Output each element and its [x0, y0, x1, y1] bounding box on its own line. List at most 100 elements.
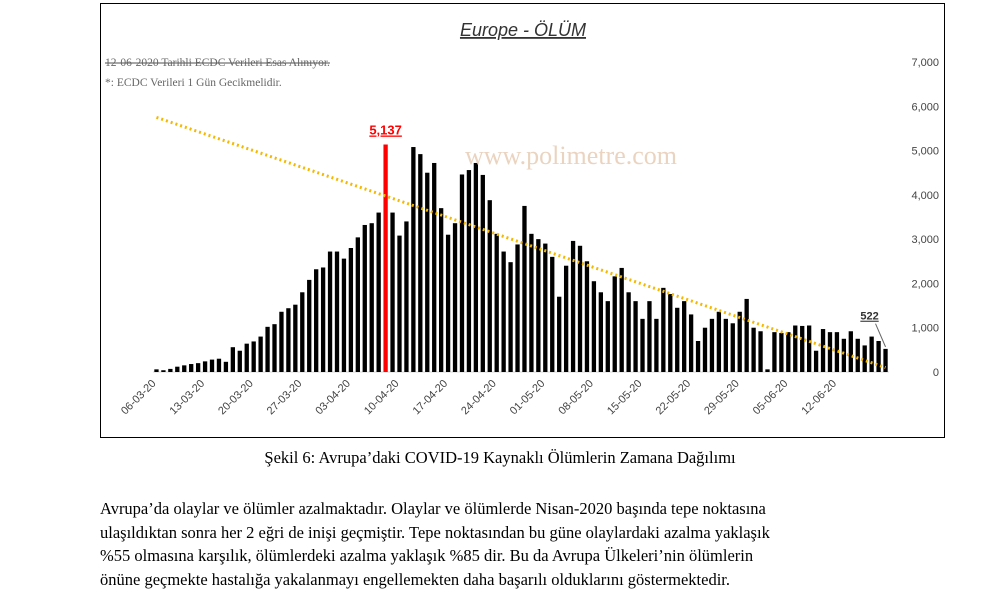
bar — [557, 296, 562, 372]
bar — [397, 235, 402, 372]
figure-caption: Şekil 6: Avrupa’daki COVID-19 Kaynaklı Ö… — [264, 448, 736, 467]
bar — [161, 370, 166, 372]
bar — [314, 269, 319, 372]
bar — [501, 251, 506, 372]
bar — [862, 345, 867, 372]
bar — [404, 221, 409, 372]
chart-note: 12-06-2020 Tarihli ECDC Verileri Esas Al… — [105, 57, 330, 69]
bar — [619, 267, 624, 372]
bar — [605, 301, 610, 372]
bar — [751, 327, 756, 372]
bar — [216, 358, 222, 372]
bar — [688, 314, 694, 372]
bar — [320, 267, 326, 372]
bar — [466, 170, 472, 372]
bar — [806, 325, 812, 372]
bar — [452, 223, 458, 372]
last-value-label: 522 — [860, 311, 878, 323]
bar — [432, 162, 437, 372]
bar — [577, 245, 583, 372]
x-tick-label: 15-05-20 — [605, 378, 645, 418]
bar — [598, 292, 604, 372]
bar — [695, 341, 701, 372]
bar — [411, 147, 416, 372]
bar — [251, 341, 256, 372]
bar — [834, 332, 840, 372]
bar — [820, 329, 826, 372]
bar — [591, 281, 597, 372]
bar — [473, 162, 479, 372]
bar — [175, 366, 180, 372]
bar — [508, 262, 513, 372]
highlight-value-label: 5,137 — [369, 123, 402, 138]
paragraph-line: Avrupa’da olaylar ve ölümler azalmaktadı… — [100, 499, 766, 518]
bar — [223, 361, 229, 372]
bar — [543, 243, 548, 372]
bar — [529, 233, 534, 372]
last-value-leader — [875, 323, 886, 348]
x-tick-label: 27-03-20 — [265, 378, 305, 418]
death-chart: Europe - ÖLÜM 12-06-2020 Tarihli ECDC Ver… — [105, 20, 939, 418]
y-tick-label: 3,000 — [911, 234, 939, 246]
bar — [230, 347, 236, 372]
x-tick-label: 29-05-20 — [702, 378, 742, 418]
bar — [418, 154, 423, 372]
bar — [765, 369, 770, 372]
bar — [702, 327, 708, 372]
bar — [425, 172, 430, 372]
bar — [272, 324, 277, 372]
x-tick-label: 12-06-20 — [799, 378, 839, 418]
bar — [723, 318, 728, 372]
x-tick-label: 24-04-20 — [459, 378, 499, 418]
y-tick-label: 2,000 — [911, 278, 939, 290]
bar — [293, 304, 298, 372]
bar — [633, 301, 638, 372]
bar — [459, 174, 465, 372]
bar — [307, 279, 312, 372]
paragraph-line: %55 olmasına karşılık, ölümlerdeki azalm… — [100, 546, 754, 565]
bar — [626, 292, 631, 372]
bar — [258, 336, 263, 372]
bar — [584, 261, 590, 372]
bar — [730, 323, 735, 372]
bar — [675, 307, 680, 372]
x-tick-label: 10-04-20 — [362, 378, 402, 418]
bar — [369, 223, 374, 372]
x-tick-label: 22-05-20 — [654, 378, 694, 418]
bar — [709, 318, 715, 372]
bar — [515, 244, 520, 372]
bar — [737, 311, 742, 372]
x-tick-label: 01-05-20 — [508, 378, 548, 418]
bar — [536, 239, 541, 372]
x-tick-label: 17-04-20 — [411, 378, 451, 418]
x-tick-label: 03-04-20 — [313, 378, 353, 418]
bar — [640, 318, 645, 372]
chart-note: *: ECDC Verileri 1 Gün Gecikmelidir. — [105, 77, 282, 89]
bar — [827, 332, 833, 372]
bar — [682, 301, 687, 372]
bar — [758, 331, 763, 372]
bar — [876, 341, 881, 372]
y-tick-label: 6,000 — [911, 101, 939, 113]
bar — [334, 251, 340, 372]
paragraph-line: ulaşıldıktan sonra her 2 eğri de inişi g… — [100, 522, 770, 542]
bar — [654, 318, 659, 372]
bar — [793, 325, 798, 372]
bar — [355, 237, 360, 372]
bar — [570, 240, 576, 372]
bar — [522, 205, 527, 372]
body-paragraph: Avrupa’da olaylar ve ölümler azalmaktadı… — [100, 497, 960, 591]
bar — [438, 208, 444, 372]
bar — [744, 298, 749, 372]
y-tick-label: 5,000 — [911, 146, 939, 158]
x-tick-label: 06-03-20 — [119, 378, 159, 418]
bar — [182, 365, 187, 372]
y-tick-label: 7,000 — [911, 57, 939, 69]
bar — [786, 332, 791, 372]
bar — [563, 265, 569, 372]
x-tick-label: 08-05-20 — [556, 378, 596, 418]
bar — [779, 333, 784, 372]
bar — [647, 301, 652, 372]
bar — [348, 248, 354, 372]
bar — [445, 234, 451, 372]
